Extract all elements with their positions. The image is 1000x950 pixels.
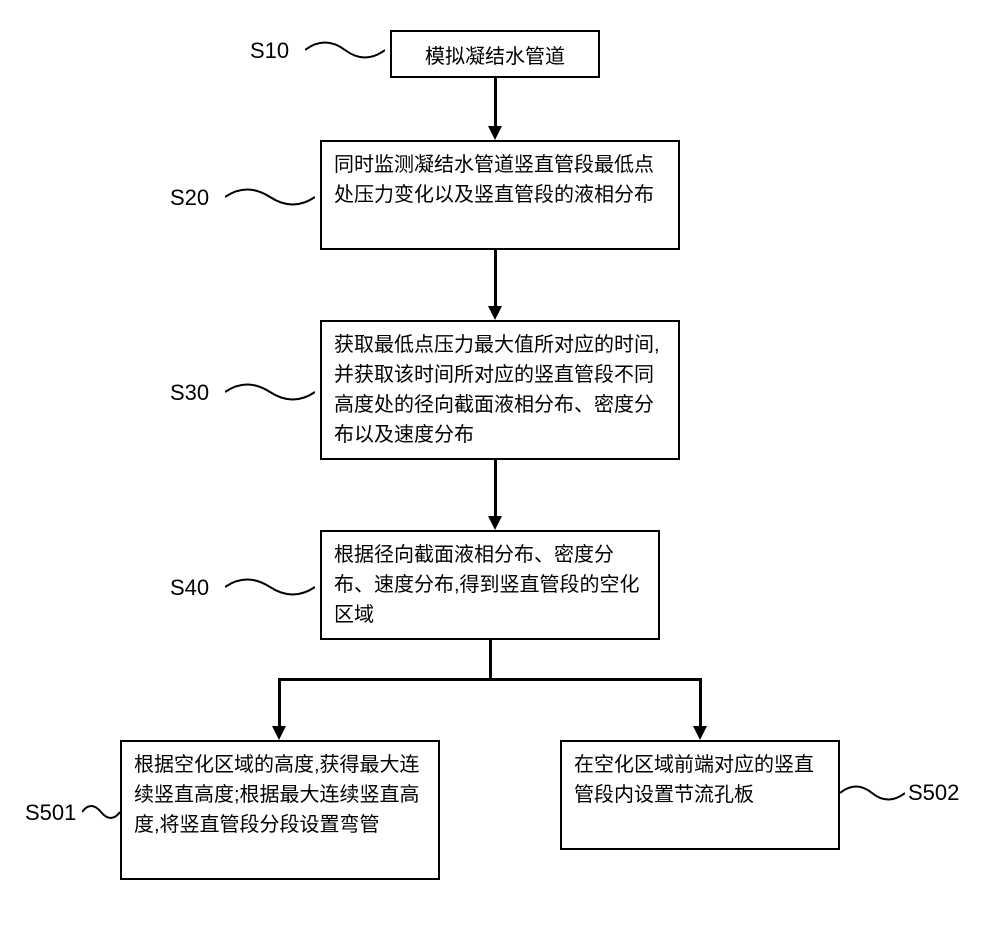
arrow-s20-s30 [494, 250, 497, 306]
label-s30: S30 [170, 380, 209, 406]
arrowhead-s30-s40 [488, 516, 502, 530]
node-s502-text: 在空化区域前端对应的竖直管段内设置节流孔板 [574, 754, 814, 806]
arrow-s10-s20 [494, 78, 497, 128]
node-s502: 在空化区域前端对应的竖直管段内设置节流孔板 [560, 740, 840, 850]
arrowhead-s10-s20 [488, 126, 502, 140]
label-s502: S502 [908, 780, 959, 806]
node-s501-text: 根据空化区域的高度,获得最大连续竖直高度;根据最大连续竖直高度,将竖直管段分段设… [134, 754, 420, 836]
arrowhead-s502 [693, 726, 707, 740]
arrowhead-s20-s30 [488, 306, 502, 320]
node-s30-text: 获取最低点压力最大值所对应的时间,并获取该时间所对应的竖直管段不同高度处的径向截… [334, 334, 660, 446]
node-s10: 模拟凝结水管道 [390, 30, 600, 78]
arrow-branch-h [278, 678, 702, 681]
node-s30: 获取最低点压力最大值所对应的时间,并获取该时间所对应的竖直管段不同高度处的径向截… [320, 320, 680, 460]
label-s10: S10 [250, 38, 289, 64]
wave-s20 [225, 187, 315, 207]
arrow-to-s501 [278, 678, 281, 728]
arrow-to-s502 [699, 678, 702, 728]
wave-s10 [305, 40, 385, 60]
arrow-s40-stub [489, 640, 492, 680]
node-s20: 同时监测凝结水管道竖直管段最低点处压力变化以及竖直管段的液相分布 [320, 140, 680, 250]
node-s40: 根据径向截面液相分布、密度分布、速度分布,得到竖直管段的空化区域 [320, 530, 660, 640]
wave-s501 [82, 802, 120, 822]
node-s501: 根据空化区域的高度,获得最大连续竖直高度;根据最大连续竖直高度,将竖直管段分段设… [120, 740, 440, 880]
label-s501: S501 [25, 800, 76, 826]
node-s10-text: 模拟凝结水管道 [425, 46, 565, 68]
node-s40-text: 根据径向截面液相分布、密度分布、速度分布,得到竖直管段的空化区域 [334, 544, 640, 626]
arrowhead-s501 [272, 726, 286, 740]
label-s20: S20 [170, 185, 209, 211]
node-s20-text: 同时监测凝结水管道竖直管段最低点处压力变化以及竖直管段的液相分布 [334, 154, 654, 206]
wave-s40 [225, 577, 315, 597]
arrow-s30-s40 [494, 460, 497, 516]
label-s40: S40 [170, 575, 209, 601]
wave-s502 [840, 783, 905, 803]
wave-s30 [225, 382, 315, 402]
